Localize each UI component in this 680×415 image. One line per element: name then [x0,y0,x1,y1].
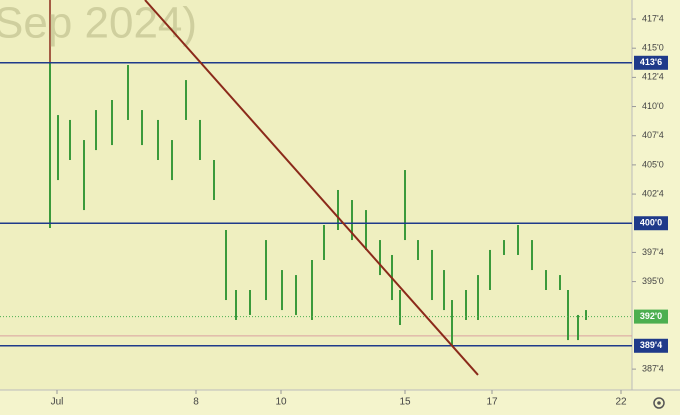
level-label-box [634,55,668,70]
level-label-box [634,338,668,353]
y-tick-label: 410'0 [642,101,664,111]
level-label: 413'6 [640,57,662,67]
y-tick-label: 397'4 [642,247,664,257]
level-label: 400'0 [640,218,662,228]
watermark: Sep 2024) [0,0,197,48]
y-tick-label: 412'4 [642,72,664,82]
y-tick-label: 405'0 [642,159,664,169]
settings-icon[interactable] [653,397,665,409]
level-label-box [634,216,668,231]
y-tick-label: 417'4 [642,13,664,23]
trend-line [144,0,479,376]
level-label: 389'4 [640,340,662,350]
y-tick-label: 415'0 [642,43,664,53]
y-tick-label: 402'4 [642,188,664,198]
plot-background [0,0,632,390]
last-price-label: 392'0 [640,311,662,321]
x-tick-label: 10 [275,397,287,408]
y-tick-label: 387'4 [642,363,664,373]
x-tick-label: 17 [486,397,498,408]
y-tick-label: 395'0 [642,276,664,286]
x-tick-label: 15 [399,397,411,408]
last-price-box [634,309,668,324]
x-tick-label: Jul [51,397,64,408]
time-axis [0,390,632,415]
x-tick-label: 8 [193,397,199,408]
y-tick-label: 407'4 [642,130,664,140]
x-tick-label: 22 [615,397,627,408]
